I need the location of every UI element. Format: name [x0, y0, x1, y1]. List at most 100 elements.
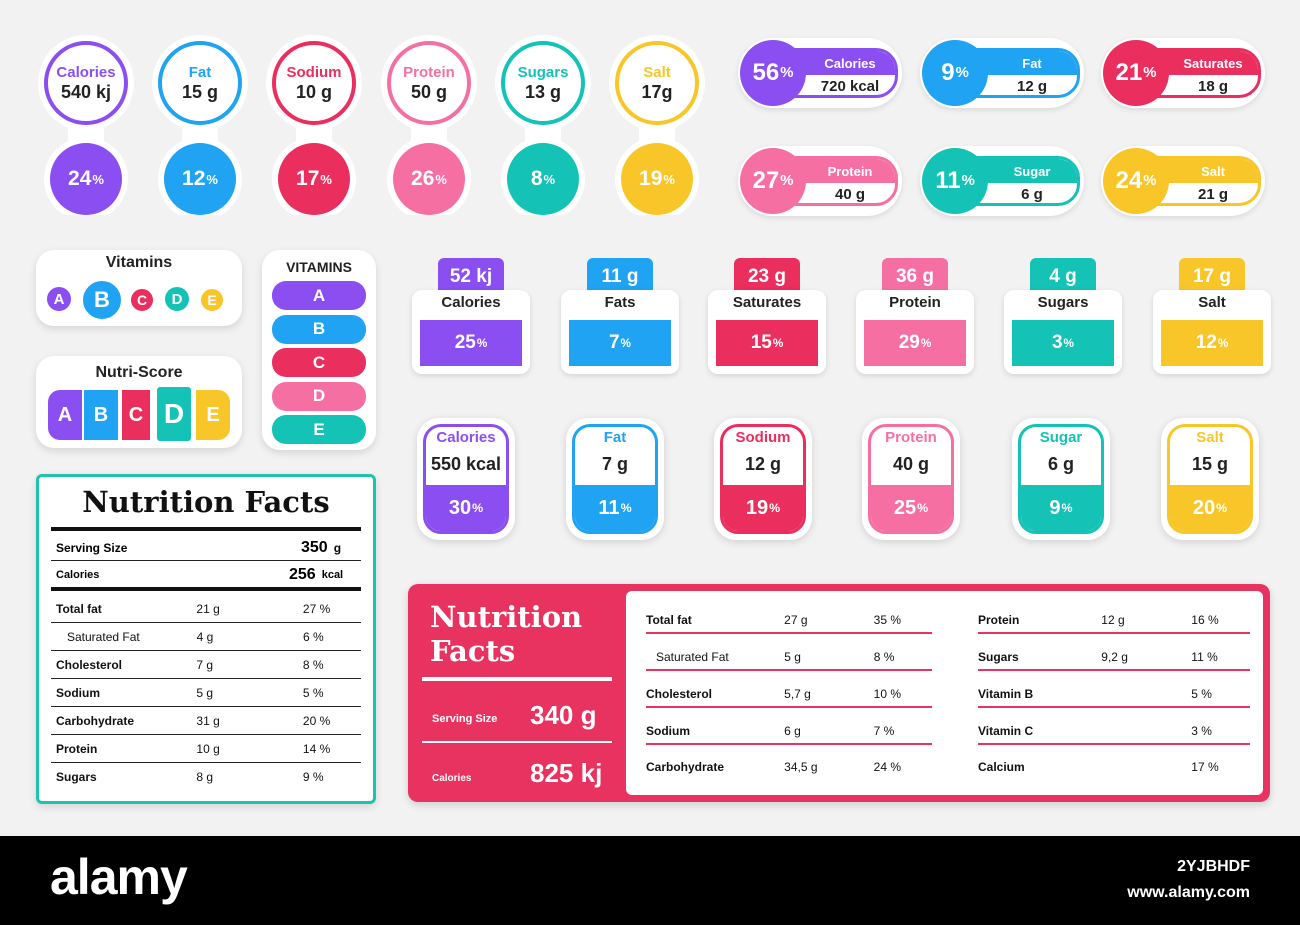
pin-percent-sign: %	[543, 171, 556, 187]
pin-ring: Fat 15 g	[158, 41, 242, 125]
nutrient-row: Total fat 27 g 35 %	[646, 608, 932, 634]
capsule-percent-sign: %	[620, 501, 632, 515]
pin-ring: Sugars 13 g	[501, 41, 585, 125]
capsule-percent-number: 9	[1049, 496, 1061, 519]
nutri-score-b: B	[84, 390, 118, 440]
nutrient-row: Vitamin C 3 %	[978, 719, 1250, 745]
vitamin-round-c: C	[128, 286, 156, 314]
nutrient-amount: 5 g	[196, 685, 214, 700]
pill-value: 12 g	[1016, 78, 1047, 95]
nutrient-name: Sodium	[56, 685, 100, 700]
nutrient-percent: 5 %	[302, 685, 324, 700]
capsule-percent: 30%	[426, 485, 506, 531]
pin-ring: Calories 540 kj	[44, 41, 128, 125]
tab-label: Saturates	[732, 294, 802, 311]
nutrient-row: Protein 12 g 16 %	[978, 608, 1250, 634]
tab-percent-sign: %	[1063, 336, 1075, 350]
capsule-percent-sign: %	[917, 501, 929, 515]
nutrient-amount: 5 g	[784, 650, 801, 664]
tab-label: Calories	[441, 294, 501, 311]
nutrient-amount: 21 g	[196, 601, 220, 616]
calories-value: 256	[289, 566, 316, 583]
nutrient-name: Carbohydrate	[646, 760, 725, 774]
pin-badge-sugars: Sugars 13 g 8%	[495, 35, 591, 215]
nutrient-percent: 9 %	[302, 770, 324, 784]
nutrient-percent: 24 %	[873, 760, 901, 774]
nutrient-amount: 31 g	[196, 713, 220, 728]
tab-percent-sign: %	[620, 336, 632, 350]
capsule-percent-sign: %	[1216, 501, 1228, 515]
pill-percent-sign: %	[780, 173, 794, 189]
tab-label: Salt	[1198, 294, 1226, 311]
nutrient-name: Protein	[978, 613, 1020, 627]
pill-percent-number: 11	[935, 167, 961, 194]
nutrient-row: Total fat 21 g 27 %	[51, 595, 361, 623]
capsule-percent: 25%	[871, 485, 951, 531]
pill-percent-number: 24	[1115, 167, 1143, 194]
nutrient-name: Total fat	[56, 601, 102, 616]
tab-percent: 3%	[1012, 320, 1114, 366]
capsule-percent-sign: %	[1061, 501, 1073, 515]
tab-label: Sugars	[1037, 294, 1089, 311]
vitamin-round-d: D	[162, 284, 192, 314]
capsule-inner: Protein 40 g 25%	[868, 424, 954, 534]
nutrient-name: Protein	[56, 741, 98, 756]
capsule-badge-sodium: Sodium 12 g 19%	[714, 418, 812, 540]
pin-percent-number: 8	[530, 167, 543, 190]
nutrient-amount: 8 g	[196, 770, 214, 784]
nutri-score-c: C	[122, 390, 150, 440]
vitamins-list-title: VITAMINS	[286, 259, 352, 275]
facts-table-area: Total fat 27 g 35 % Saturated Fat 5 g 8 % Chol…	[626, 591, 1263, 795]
pin-value: 50 g	[410, 81, 448, 102]
nutrient-row: Saturated Fat 4 g 6 %	[51, 623, 361, 651]
tab-value: 52 kj	[438, 258, 504, 296]
pin-badge-fat: Fat 15 g 12%	[152, 35, 248, 215]
pill-percent: 11%	[922, 148, 988, 214]
site-url: www.alamy.com	[1127, 884, 1250, 901]
capsule-badge-fat: Fat 7 g 11%	[566, 418, 664, 540]
nutrition-facts-panel-left: Nutrition Facts Serving Size 350 g Calor…	[36, 474, 376, 804]
tab-badge-sugars: 4 g Sugars 3%	[1004, 258, 1122, 374]
nutrient-amount: 5,7 g	[784, 687, 811, 701]
nutrient-name: Sugars	[978, 650, 1019, 664]
capsule-percent: 9%	[1021, 485, 1101, 531]
calories-row: Calories 256 kcal	[51, 563, 361, 591]
pin-value: 10 g	[295, 81, 333, 102]
serving-size-label: Serving Size	[56, 540, 128, 555]
nutrient-row: Cholesterol 5,7 g 10 %	[646, 682, 932, 708]
pin-badge-protein: Protein 50 g 26%	[381, 35, 477, 215]
calories-label: Calories	[56, 569, 100, 581]
nutrient-row: Saturated Fat 5 g 8 %	[646, 645, 932, 671]
nutrient-row: Carbohydrate 31 g 20 %	[51, 707, 361, 735]
pill-badge-fat: 9% Fat 12 g	[920, 38, 1084, 108]
pill-badge-calories: 56% Calories 720 kcal	[738, 38, 902, 108]
pin-value: 15 g	[181, 81, 219, 102]
vitamin-round-b: B	[80, 278, 124, 322]
nutri-score-title: Nutri-Score	[95, 364, 183, 381]
tab-percent: 25%	[420, 320, 522, 366]
title-rule	[51, 527, 361, 531]
capsule-label: Calories	[436, 429, 496, 446]
vitamin-round-a: A	[44, 284, 74, 314]
tab-percent-number: 12	[1195, 332, 1217, 353]
pill-percent: 21%	[1103, 40, 1169, 106]
image-id: 2YJBHDF	[1177, 858, 1250, 875]
pill-percent-number: 9	[941, 59, 955, 86]
capsule-label: Salt	[1196, 429, 1224, 446]
nutrient-name: Total fat	[646, 613, 692, 627]
nutrient-name: Cholesterol	[56, 657, 123, 672]
pin-label: Protein	[403, 63, 455, 81]
capsule-percent-number: 20	[1192, 496, 1216, 519]
tab-percent: 15%	[716, 320, 818, 366]
pill-label: Fat	[973, 51, 1077, 75]
nutrient-percent: 27 %	[302, 601, 331, 616]
capsule-percent-sign: %	[769, 501, 781, 515]
tab-percent: 12%	[1161, 320, 1263, 366]
pill-badge-protein: 27% Protein 40 g	[738, 146, 902, 216]
nutrient-percent: 35 %	[873, 613, 901, 627]
nutrient-percent: 11 %	[1191, 650, 1218, 664]
pin-percent: 26%	[393, 143, 465, 215]
pill-badge-salt: 24% Salt 21 g	[1101, 146, 1265, 216]
nutrient-name: Sugars	[56, 770, 97, 784]
